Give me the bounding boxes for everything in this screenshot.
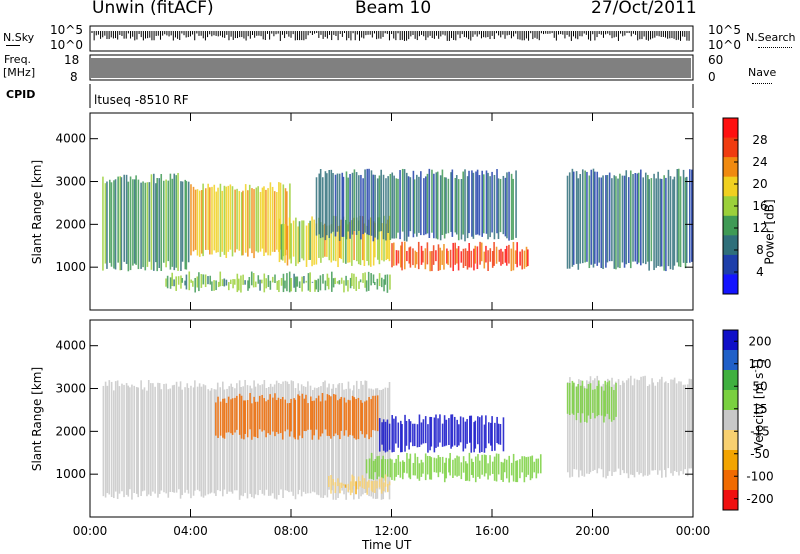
y-tick-label: 2000 xyxy=(55,217,86,231)
colorbar-tick-label: 16 xyxy=(752,199,767,213)
colorbar-tick-label: -50 xyxy=(750,447,770,461)
nave-label: Nave xyxy=(748,66,777,79)
colorbar-segment xyxy=(723,490,738,511)
cpid-value: ltuseq -8510 RF xyxy=(94,93,189,107)
freq-bars xyxy=(91,58,691,78)
colorbar-segment xyxy=(723,118,738,139)
x-tick-label: 04:00 xyxy=(173,524,208,538)
nsky-tick-top: 10^5 xyxy=(50,23,83,37)
colorbar-segment xyxy=(723,176,738,197)
nsearch-tick-top: 10^5 xyxy=(708,23,741,37)
y-tick-label: 3000 xyxy=(55,382,86,396)
velocity-colorbar: 200 100 50 15 -15 -50 -100 -200 xyxy=(722,329,774,511)
y-tick-label: 1000 xyxy=(55,467,86,481)
x-tick-label: 12:00 xyxy=(374,524,409,538)
colorbar-segment xyxy=(723,470,738,491)
y-tick-label: 3000 xyxy=(55,175,86,189)
colorbar-segment xyxy=(723,430,738,451)
colorbar-tick-label: -100 xyxy=(746,469,773,483)
power-cbar-label: Power [dB] xyxy=(762,199,777,265)
colorbar-tick-label: -200 xyxy=(746,492,773,506)
y-tick-label: 4000 xyxy=(55,132,86,146)
x-tick-label: 00:00 xyxy=(676,524,711,538)
colorbar-tick-label: 15 xyxy=(752,402,767,416)
nsky-bars xyxy=(91,31,690,41)
nsky-panel-frame xyxy=(89,25,694,52)
velocity-cbar-label: Velocity [m s-1] xyxy=(751,359,766,450)
nsearch-tick-bottom: 10^0 xyxy=(708,38,741,52)
colorbar-tick-label: 100 xyxy=(749,357,772,371)
colorbar-tick-label: 200 xyxy=(749,334,772,348)
x-tick-label: 20:00 xyxy=(575,524,610,538)
colorbar-segment xyxy=(723,390,738,411)
nave-tick-top: 60 xyxy=(708,53,724,67)
colorbar-tick-label: 24 xyxy=(752,155,767,169)
colorbar-tick-label: 50 xyxy=(752,379,767,393)
velocity-ylabel: Slant Range [km] xyxy=(30,366,45,472)
date-title: 27/Oct/2011 xyxy=(591,0,697,18)
freq-label: Freq. xyxy=(4,53,32,66)
x-tick-label: 00:00 xyxy=(73,524,108,538)
colorbar-tick-label: 4 xyxy=(756,265,764,279)
colorbar-segment xyxy=(723,137,738,158)
colorbar-segment xyxy=(723,274,738,295)
nsky-legend-line xyxy=(6,45,20,46)
beam-title: Beam 10 xyxy=(355,0,432,18)
colorbar-tick-label: 28 xyxy=(752,133,767,147)
colorbar-segment xyxy=(723,330,738,351)
nsearch-legend-line xyxy=(758,47,792,48)
nsky-label: N.Sky xyxy=(3,31,35,44)
power-yticks: 1000 2000 3000 4000 xyxy=(55,132,693,274)
freq-unit-label: [MHz] xyxy=(3,66,36,79)
colorbar-segment xyxy=(723,350,738,371)
nsearch-label: N.Search xyxy=(746,31,796,44)
y-tick-label: 1000 xyxy=(55,260,86,274)
power-ylabel: Slant Range [km] xyxy=(30,159,45,265)
power-colorbar: 4 8 12 16 20 24 28 xyxy=(722,117,768,295)
colorbar-segment xyxy=(723,410,738,431)
velocity-yticks: 1000 2000 3000 4000 xyxy=(55,339,693,481)
colorbar-segment xyxy=(723,196,738,217)
colorbar-tick-label: 12 xyxy=(752,221,767,235)
x-axis-title: Time UT xyxy=(362,538,412,552)
colorbar-segment xyxy=(723,215,738,236)
colorbar-tick-label: 8 xyxy=(756,243,764,257)
nsky-tick-bottom: 10^0 xyxy=(50,38,83,52)
x-tick-label: 16:00 xyxy=(475,524,510,538)
colorbar-segment xyxy=(723,235,738,256)
nave-legend-line xyxy=(752,83,772,84)
colorbar-tick-label: 20 xyxy=(752,177,767,191)
freq-tick-top: 18 xyxy=(64,53,80,67)
freq-panel-frame xyxy=(89,54,694,81)
colorbar-segment xyxy=(723,450,738,471)
cpid-label: CPID xyxy=(6,88,36,101)
station-title: Unwin (fitACF) xyxy=(92,0,214,18)
freq-tick-bottom: 8 xyxy=(70,70,78,84)
velocity-data xyxy=(102,375,693,500)
power-data xyxy=(102,168,693,293)
x-ticks: 00:00 04:00 08:00 12:00 16:00 20:00 00:00 xyxy=(73,113,711,538)
colorbar-tick-label: -15 xyxy=(750,424,770,438)
colorbar-frame xyxy=(722,329,739,511)
y-tick-label: 4000 xyxy=(55,339,86,353)
colorbar-segment xyxy=(723,157,738,178)
colorbar-segment xyxy=(723,370,738,391)
nave-tick-bottom: 0 xyxy=(708,70,716,84)
colorbar-segment xyxy=(723,254,738,275)
x-tick-label: 08:00 xyxy=(274,524,309,538)
y-tick-label: 2000 xyxy=(55,424,86,438)
